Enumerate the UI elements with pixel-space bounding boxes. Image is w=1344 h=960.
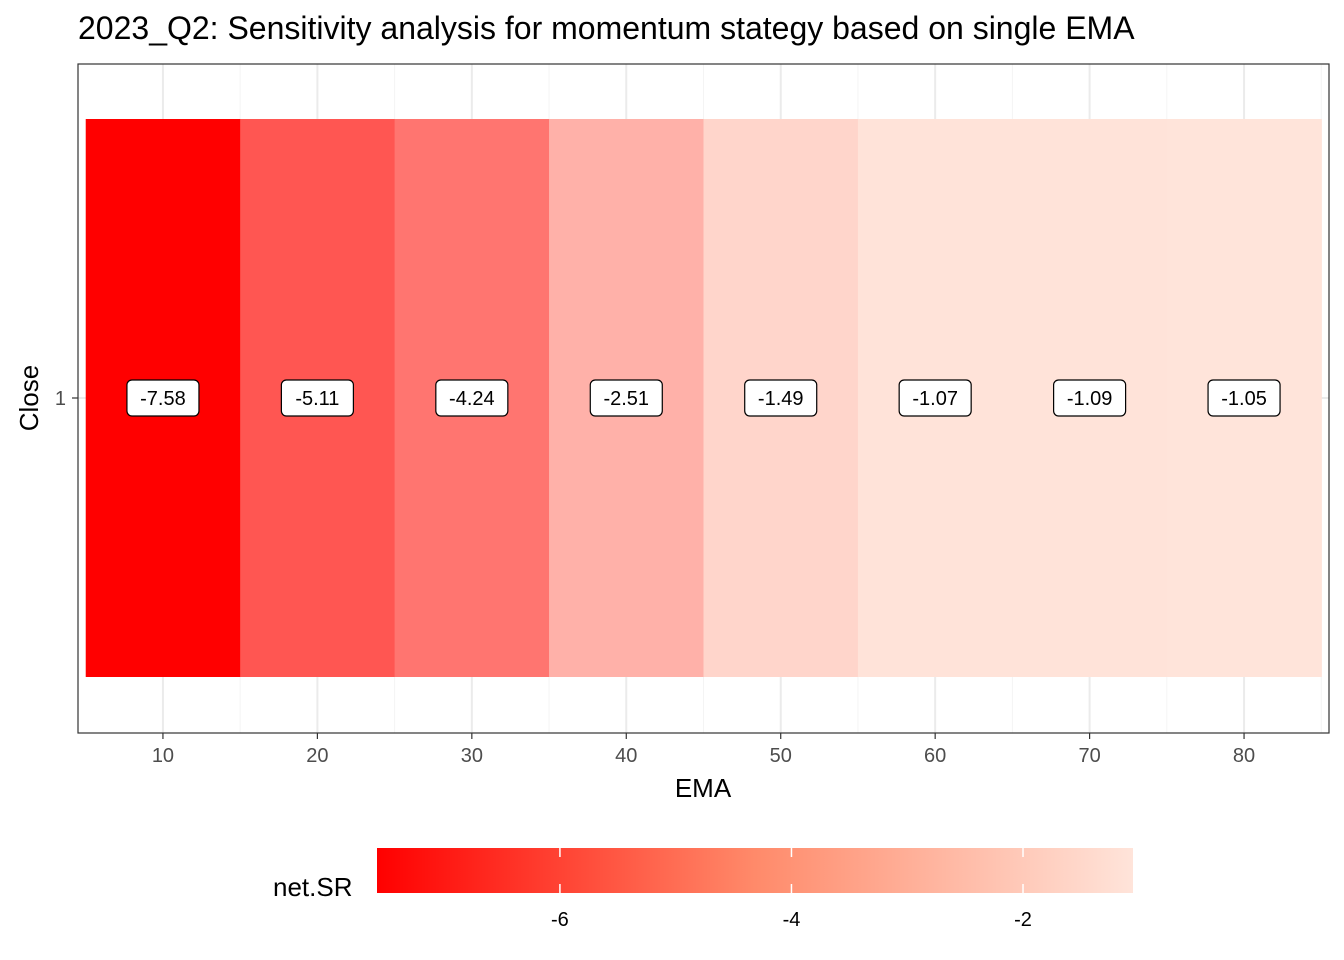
y-tick-label: 1 — [55, 388, 66, 410]
value-label-text: -1.07 — [912, 388, 958, 410]
value-label: -1.05 — [1207, 379, 1281, 417]
legend-tick-label: -4 — [783, 909, 801, 931]
x-tick-label: 10 — [152, 745, 174, 767]
legend-colorbar — [377, 848, 1133, 893]
value-label-text: -2.51 — [603, 388, 649, 410]
value-label-box — [744, 379, 818, 417]
axes: 10 20 30 40 50 60 70 80 1 — [55, 388, 1255, 767]
value-label-box — [898, 379, 972, 417]
x-tick-label: 40 — [615, 745, 637, 767]
x-axis-title: EMA — [675, 773, 732, 803]
value-label-box — [1053, 379, 1127, 417]
legend-ticks: -6 -4 -2 — [551, 848, 1032, 931]
legend-tick-label: -2 — [1014, 909, 1032, 931]
value-label: -7.58 — [126, 379, 200, 417]
value-label-text: -7.58 — [140, 388, 186, 410]
value-label-box — [435, 379, 509, 417]
value-label-box — [1207, 379, 1281, 417]
value-label-text: -1.09 — [1067, 388, 1113, 410]
y-axis-title: Close — [14, 365, 44, 431]
x-tick-label: 60 — [924, 745, 946, 767]
value-label: -4.24 — [435, 379, 509, 417]
value-label: -1.49 — [744, 379, 818, 417]
value-label: -1.09 — [1053, 379, 1127, 417]
value-label-text: -1.05 — [1221, 388, 1267, 410]
x-tick-label: 20 — [306, 745, 328, 767]
value-label-box — [589, 379, 663, 417]
value-label-text: -4.24 — [449, 388, 495, 410]
x-tick-label: 80 — [1233, 745, 1255, 767]
value-label-text: -5.11 — [295, 388, 339, 410]
legend-tick-label: -6 — [551, 909, 569, 931]
x-tick-label: 70 — [1078, 745, 1100, 767]
value-label: -2.51 — [589, 379, 663, 417]
value-label-box — [280, 379, 354, 417]
legend-title: net.SR — [273, 872, 353, 902]
chart-title: 2023_Q2: Sensitivity analysis for moment… — [78, 10, 1135, 46]
value-label: -1.07 — [898, 379, 972, 417]
x-tick-label: 50 — [770, 745, 792, 767]
value-label: -5.11 — [280, 379, 354, 417]
value-label-box — [126, 379, 200, 417]
value-label-text: -1.49 — [758, 388, 804, 410]
x-tick-label: 30 — [461, 745, 483, 767]
value-labels: -7.58 -5.11 -4.24 -2.51 -1.49 -1.07 -1.09 -1.05 — [126, 379, 1281, 417]
heatmap-tiles — [85, 119, 1322, 677]
